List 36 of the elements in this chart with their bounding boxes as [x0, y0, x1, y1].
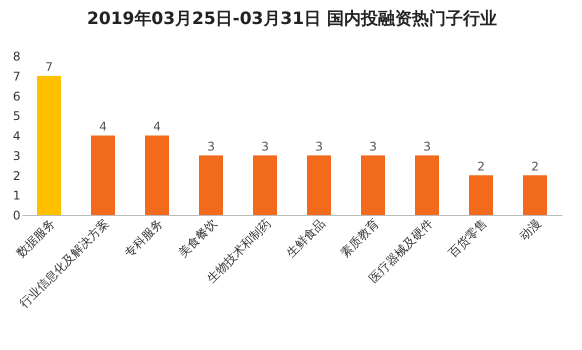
bar	[91, 136, 115, 215]
y-tick-label: 0	[12, 208, 20, 222]
x-tick-label: 专科服务	[122, 216, 166, 260]
data-label: 3	[423, 139, 431, 154]
y-tick-label: 1	[12, 188, 20, 203]
data-label: 3	[207, 139, 215, 154]
data-label: 4	[153, 120, 161, 134]
data-label: 3	[369, 139, 377, 154]
y-tick-label: 7	[12, 69, 20, 84]
bar	[37, 76, 61, 215]
bar	[415, 155, 439, 215]
y-tick-label: 6	[12, 89, 20, 104]
x-tick-label: 美食餐饮	[176, 216, 220, 260]
x-tick-label: 生鲜食品	[284, 216, 328, 260]
bar	[253, 155, 277, 215]
bar	[469, 175, 493, 215]
x-tick-label: 百货零售	[446, 216, 490, 260]
x-tick-label: 素质教育	[338, 216, 382, 260]
data-label: 7	[45, 60, 53, 74]
bar	[523, 175, 547, 215]
data-label: 4	[99, 120, 107, 134]
y-tick-label: 3	[12, 148, 20, 163]
data-label: 2	[531, 159, 539, 174]
bar	[361, 155, 385, 215]
y-tick-label: 2	[12, 168, 20, 183]
data-label: 3	[315, 139, 323, 154]
y-tick-label: 4	[12, 129, 20, 143]
y-tick-label: 5	[12, 109, 20, 124]
x-tick-label: 动漫	[516, 216, 544, 243]
bar	[307, 155, 331, 215]
bar	[199, 155, 223, 215]
bar	[145, 136, 169, 215]
chart-title: 2019年03月25日-03月31日 国内投融资热门子行业	[87, 9, 497, 29]
data-label: 3	[261, 139, 269, 154]
data-label: 2	[477, 159, 485, 174]
y-tick-label: 8	[12, 50, 20, 64]
